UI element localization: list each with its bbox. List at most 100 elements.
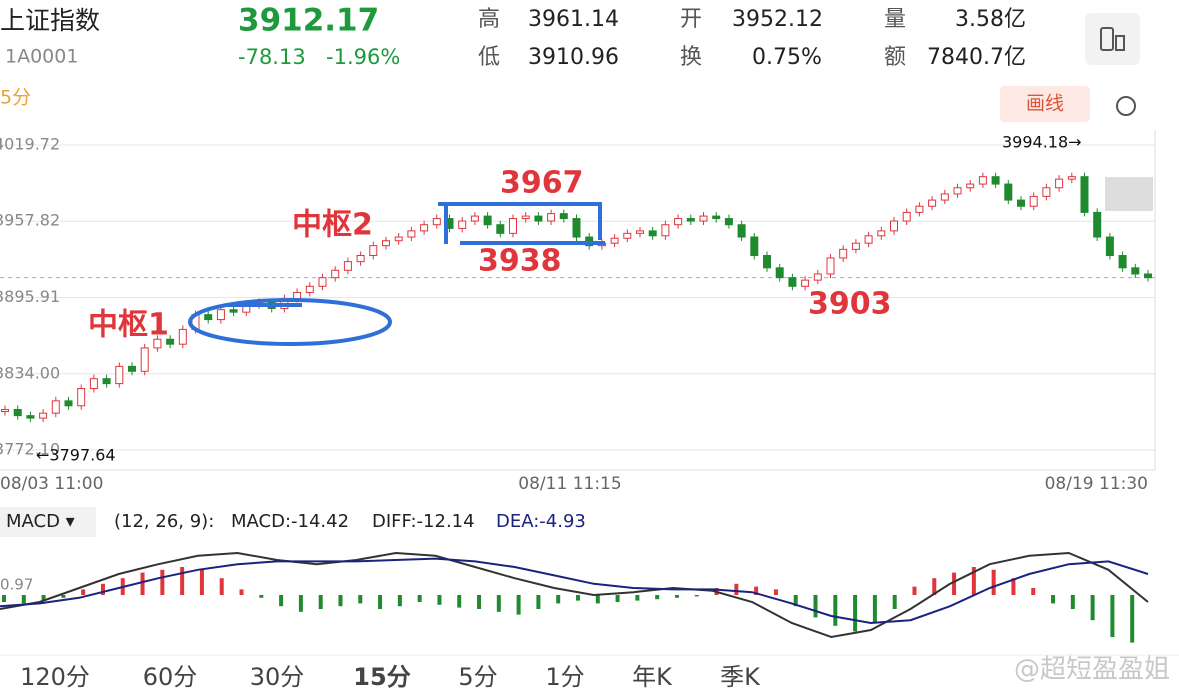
candle <box>420 224 429 232</box>
stat-label: 量 <box>884 7 906 32</box>
candle <box>890 220 898 232</box>
macd-bar <box>318 595 323 609</box>
macd-bar <box>417 595 422 602</box>
candle <box>496 224 505 234</box>
candle <box>1067 176 1076 180</box>
stat-label: 换 <box>680 45 702 70</box>
period-tab[interactable]: 季K <box>720 663 761 691</box>
dea-value: DEA:-4.93 <box>496 511 586 532</box>
candle <box>775 267 784 279</box>
candle <box>51 400 60 414</box>
x-label: 08/11 11:15 <box>518 474 621 494</box>
candle <box>432 218 441 226</box>
index-code: 1A0001 <box>5 46 78 68</box>
candle <box>559 213 568 220</box>
y-tick-label: 3772.10 <box>0 440 60 459</box>
macd-bar <box>41 595 46 601</box>
period-tab[interactable]: 120分 <box>20 663 90 691</box>
candle <box>610 237 619 244</box>
candle <box>1131 267 1140 275</box>
candle <box>394 236 403 242</box>
candle <box>356 255 365 263</box>
y-tick-label: 3957.82 <box>0 211 60 230</box>
settings-icon[interactable] <box>1116 96 1136 116</box>
annotation: 中枢1 <box>88 308 169 343</box>
period-tab[interactable]: 5分 <box>458 663 497 691</box>
macd-bar <box>853 595 858 632</box>
macd-bar <box>199 569 204 595</box>
draw-button[interactable] <box>1000 86 1090 122</box>
dea-line <box>0 557 1149 625</box>
macd-bar <box>674 595 679 598</box>
macd-title[interactable]: MACD ▾ <box>6 511 75 532</box>
period-tab[interactable]: 60分 <box>143 663 198 691</box>
draw-button-label[interactable]: 画线 <box>1026 93 1064 115</box>
candle <box>64 400 73 407</box>
change: -78.13 <box>238 45 306 69</box>
macd-bar <box>477 595 482 609</box>
candle <box>991 176 1000 185</box>
candle <box>966 183 975 189</box>
candle <box>623 232 632 239</box>
candle <box>674 218 683 226</box>
macd-chart <box>0 551 1149 643</box>
candle <box>166 338 175 345</box>
candle <box>1042 187 1051 197</box>
candle <box>763 255 771 269</box>
change-pct: -1.96% <box>326 45 400 69</box>
candle <box>813 273 822 281</box>
stat-label: 高 <box>478 7 500 32</box>
period-tabs: 120分 60分 30分 15分 5分 1分 年K 季K <box>20 663 761 691</box>
candle <box>953 187 962 195</box>
candle <box>915 205 924 213</box>
period-tab[interactable]: 1分 <box>545 663 584 691</box>
macd-bar <box>595 595 600 604</box>
macd-bar <box>833 595 838 626</box>
y-tick-label: 4019.72 <box>0 135 60 154</box>
candle <box>153 338 162 349</box>
macd-bar <box>1051 595 1056 604</box>
candle <box>801 279 810 287</box>
y-tick-label: 3895.91 <box>0 287 60 306</box>
candle <box>737 224 746 238</box>
candle <box>1 408 9 412</box>
candle <box>547 213 556 222</box>
candle <box>940 193 949 201</box>
candle <box>483 215 492 226</box>
diff-value: DIFF:-12.14 <box>372 511 475 532</box>
x-label: 08/03 11:00 <box>0 474 103 494</box>
macd-bar <box>160 569 165 595</box>
candle <box>978 176 987 185</box>
macd-bar <box>694 595 699 597</box>
macd-bar <box>61 595 66 598</box>
stat-value: 7840.7亿 <box>927 45 1026 70</box>
candle <box>1029 195 1038 207</box>
macd-bar <box>892 595 897 609</box>
macd-bar <box>338 595 343 607</box>
candle <box>534 215 543 222</box>
candle <box>382 240 390 247</box>
period-label: 5分 <box>0 87 31 109</box>
price: 3912.17 <box>238 3 379 39</box>
stat-value: 3.58亿 <box>955 7 1026 32</box>
period-tab[interactable]: 年K <box>632 663 673 691</box>
macd-bar <box>259 595 264 598</box>
candle <box>864 235 873 244</box>
candle <box>724 218 733 226</box>
macd-bar <box>635 595 640 601</box>
candle <box>216 309 225 321</box>
candle <box>39 412 48 419</box>
macd-bar <box>576 595 580 601</box>
candle <box>1118 255 1127 269</box>
candle <box>699 215 708 222</box>
y-tick-label: 3834.00 <box>0 363 60 382</box>
candle <box>13 408 22 417</box>
period-tab[interactable]: 30分 <box>250 663 305 691</box>
candle <box>77 388 86 407</box>
candle <box>369 245 378 257</box>
macd-bar <box>219 578 224 595</box>
period-tab[interactable]: 15分 <box>353 663 410 691</box>
macd-selector[interactable] <box>0 507 96 537</box>
candle <box>509 218 517 234</box>
macd-bar <box>952 572 957 595</box>
